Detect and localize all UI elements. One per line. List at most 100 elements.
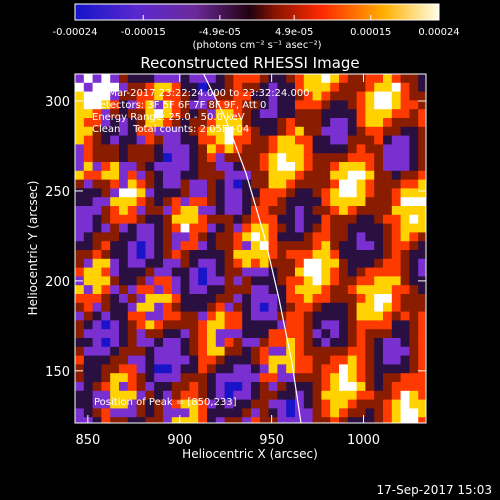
heatmap-cell: [136, 311, 146, 321]
heatmap-cell: [339, 179, 349, 189]
heatmap-cell: [400, 346, 410, 356]
heatmap-cell: [418, 179, 426, 189]
heatmap-cell: [145, 170, 155, 180]
heatmap-cell: [154, 91, 164, 101]
heatmap-cell: [418, 311, 426, 321]
heatmap-cell: [110, 82, 120, 92]
heatmap-cell: [119, 346, 129, 356]
heatmap-cell: [145, 109, 155, 119]
heatmap-cell: [198, 355, 208, 365]
heatmap-cell: [409, 118, 419, 128]
heatmap-cell: [277, 206, 287, 216]
heatmap-cell: [268, 250, 278, 260]
heatmap-cell: [189, 206, 199, 216]
heatmap-cell: [136, 390, 146, 400]
heatmap-cell: [127, 338, 137, 348]
heatmap-cell: [418, 135, 426, 145]
heatmap-cell: [145, 179, 155, 189]
heatmap-cell: [163, 276, 173, 286]
heatmap-cell: [215, 206, 225, 216]
heatmap-cell: [163, 170, 173, 180]
heatmap-cell: [356, 390, 366, 400]
heatmap-cell: [242, 364, 252, 374]
heatmap-cell: [145, 417, 155, 423]
heatmap-cell: [277, 179, 287, 189]
heatmap-cell: [207, 232, 217, 242]
heatmap-cell: [198, 373, 208, 383]
heatmap-cell: [330, 109, 340, 119]
heatmap-cell: [83, 417, 93, 423]
heatmap-cell: [110, 373, 120, 383]
heatmap-cell: [356, 276, 366, 286]
heatmap-cell: [418, 355, 426, 365]
heatmap-cell: [198, 179, 208, 189]
heatmap-cell: [374, 250, 384, 260]
heatmap-cell: [391, 399, 401, 409]
heatmap-cell: [154, 118, 164, 128]
heatmap-cell: [259, 197, 269, 207]
heatmap-cell: [92, 91, 102, 101]
heatmap-cell: [259, 153, 269, 163]
heatmap-cell: [215, 373, 225, 383]
heatmap-cell: [259, 285, 269, 295]
heatmap-cell: [409, 364, 419, 374]
heatmap-cell: [268, 135, 278, 145]
heatmap-cell: [418, 91, 426, 101]
heatmap-cell: [268, 338, 278, 348]
heatmap-cell: [347, 197, 357, 207]
y-tick-label: 300: [45, 95, 70, 110]
heatmap-cell: [277, 241, 287, 251]
colorbar-strip: [74, 3, 440, 21]
heatmap-cell: [339, 320, 349, 330]
heatmap-cell: [110, 355, 120, 365]
heatmap-cell: [321, 144, 331, 154]
heatmap-cell: [286, 355, 296, 365]
heatmap-cell: [207, 285, 217, 295]
heatmap-cell: [295, 188, 305, 198]
heatmap-cell: [295, 153, 305, 163]
heatmap-cell: [189, 399, 199, 409]
heatmap-cell: [321, 126, 331, 136]
heatmap-cell: [295, 100, 305, 110]
heatmap-cell: [374, 118, 384, 128]
heatmap-cell: [365, 162, 375, 172]
heatmap-cell: [198, 91, 208, 101]
heatmap-cell: [136, 417, 146, 423]
heatmap-cell: [136, 355, 146, 365]
heatmap-cell: [268, 417, 278, 423]
heatmap-cell: [110, 109, 120, 119]
heatmap-cell: [374, 206, 384, 216]
heatmap-cell: [347, 276, 357, 286]
heatmap-cell: [92, 408, 102, 418]
heatmap-cell: [312, 250, 322, 260]
heatmap-cell: [92, 206, 102, 216]
heatmap-cell: [409, 276, 419, 286]
heatmap-cell: [330, 267, 340, 277]
heatmap-cell: [303, 241, 313, 251]
heatmap-cell: [383, 311, 393, 321]
heatmap-cell: [180, 399, 190, 409]
heatmap-cell: [330, 188, 340, 198]
heatmap-cell: [75, 74, 85, 84]
heatmap-cell: [409, 179, 419, 189]
heatmap-cell: [400, 188, 410, 198]
heatmap-cell: [268, 162, 278, 172]
heatmap-cell: [101, 390, 111, 400]
heatmap-cell: [198, 223, 208, 233]
heatmap-cell: [277, 126, 287, 136]
heatmap-cell: [365, 364, 375, 374]
heatmap-cell: [277, 91, 287, 101]
heatmap-cell: [198, 197, 208, 207]
heatmap-cell: [365, 399, 375, 409]
heatmap-cell: [154, 232, 164, 242]
heatmap-cell: [189, 267, 199, 277]
heatmap-cell: [330, 91, 340, 101]
heatmap-cell: [295, 302, 305, 312]
heatmap-cell: [268, 382, 278, 392]
heatmap-cell: [365, 294, 375, 304]
heatmap-cell: [180, 232, 190, 242]
heatmap-cell: [189, 109, 199, 119]
heatmap-cell: [409, 126, 419, 136]
heatmap-cell: [347, 74, 357, 84]
heatmap-cell: [321, 153, 331, 163]
